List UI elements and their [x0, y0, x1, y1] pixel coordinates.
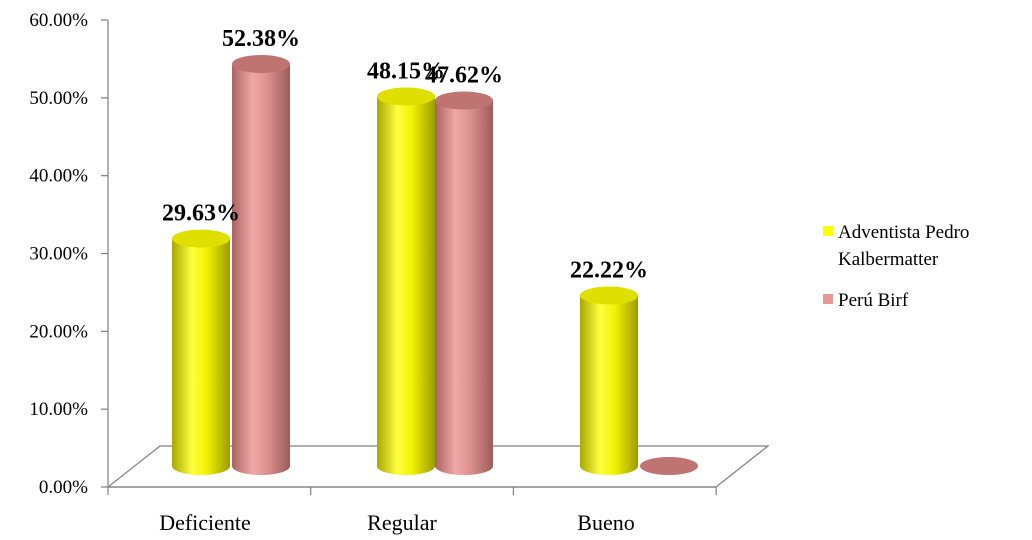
y-tick-label: 40.00% [29, 166, 88, 187]
bar-cylinder [580, 295, 638, 475]
legend-label: Adventista Pedro [838, 222, 969, 243]
x-category-label: Deficiente [159, 510, 251, 535]
legend-swatch [823, 294, 833, 304]
data-label: 22.22% [570, 257, 648, 283]
bar-cylinder-top [232, 55, 290, 73]
data-label: 29.63% [162, 201, 240, 227]
y-tick-label: 60.00% [29, 10, 88, 31]
bar-cylinder [377, 96, 435, 475]
data-label: 52.38% [222, 26, 300, 52]
y-tick-label: 0.00% [39, 477, 88, 498]
bar-cylinder-top [580, 286, 638, 305]
data-label: 47.62% [425, 63, 503, 89]
legend-label: Kalbermatter [838, 249, 939, 270]
bar-cylinder [435, 100, 493, 476]
bar-cylinder-top [172, 229, 230, 248]
bar-cylinder [172, 238, 230, 475]
y-tick-label: 20.00% [29, 321, 88, 342]
x-category-label: Bueno [577, 510, 634, 535]
bar-cylinder-top [435, 91, 493, 110]
bar-cylinder-top [640, 457, 698, 475]
legend: Adventista Pedro Kalbermatter Perú Birf [823, 222, 969, 311]
bar-cylinder [232, 64, 290, 475]
bar-cylinder-top [377, 87, 435, 106]
y-tick-label: 10.00% [29, 399, 88, 420]
y-tick-label: 50.00% [29, 88, 88, 109]
legend-label: Perú Birf [838, 290, 909, 311]
data-label: 48.15% [367, 58, 445, 84]
y-tick-label: 30.00% [29, 244, 88, 265]
legend-swatch [823, 226, 833, 236]
x-category-label: Regular [367, 510, 437, 535]
